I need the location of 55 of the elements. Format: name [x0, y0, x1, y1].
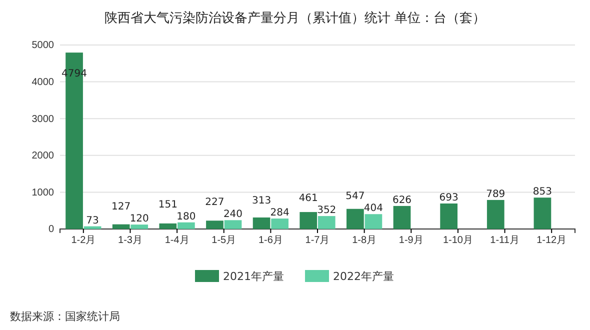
bar	[252, 217, 270, 229]
x-tick-label: 1-5月	[212, 235, 236, 246]
x-tick-label: 1-10月	[442, 235, 473, 246]
data-label: 626	[392, 194, 412, 206]
y-tick-label: 1000	[32, 187, 54, 198]
x-tick-label: 1-6月	[258, 235, 283, 246]
legend-label: 2022年产量	[333, 270, 394, 283]
data-label: 461	[298, 193, 318, 204]
chart-title: 陕西省大气污染防治设备产量分月（累计值）统计 单位：台（套）	[104, 11, 486, 26]
data-label: 547	[346, 191, 365, 202]
x-tick-label: 1-2月	[71, 235, 96, 246]
bar	[364, 214, 382, 229]
data-label: 240	[223, 209, 243, 220]
y-tick-label: 3000	[32, 114, 54, 125]
data-label: 120	[130, 214, 149, 225]
data-label: 789	[486, 188, 506, 200]
x-tick-label: 1-8月	[352, 235, 377, 246]
bar	[393, 206, 411, 229]
bar	[224, 220, 242, 229]
data-label: 73	[86, 215, 99, 226]
y-tick-label: 2000	[32, 150, 54, 162]
bar	[318, 216, 336, 229]
data-label: 404	[364, 203, 383, 214]
bar	[440, 204, 458, 229]
y-tick-label: 5000	[32, 40, 54, 52]
bar	[159, 223, 177, 229]
bar	[300, 212, 318, 229]
bar	[271, 218, 288, 229]
data-label: 284	[270, 208, 290, 219]
y-tick-label: 0	[48, 224, 54, 236]
x-tick-label: 1-3月	[118, 235, 142, 246]
bar	[178, 222, 195, 229]
bar	[84, 226, 102, 229]
data-label: 151	[158, 199, 178, 210]
data-label: 180	[176, 211, 196, 222]
data-label: 693	[439, 192, 458, 204]
bar	[534, 198, 552, 229]
x-tick-label: 1-11月	[490, 235, 520, 246]
data-label: 853	[532, 186, 552, 198]
bar	[206, 220, 224, 229]
bar	[112, 224, 130, 229]
data-label: 127	[112, 202, 131, 213]
x-tick-label: 1-4月	[164, 235, 190, 246]
y-tick-label: 4000	[32, 77, 54, 88]
x-tick-label: 1-9月	[398, 235, 424, 246]
x-tick-label: 1-12月	[536, 235, 567, 246]
bar	[346, 208, 364, 229]
bar	[486, 200, 504, 229]
source-note: 数据来源：国家统计局	[10, 310, 120, 323]
bar	[130, 224, 148, 229]
data-label: 352	[317, 205, 336, 216]
legend-label: 2021年产量	[223, 270, 284, 283]
data-label: 227	[205, 197, 224, 208]
x-tick-label: 1-7月	[305, 235, 330, 246]
data-label: 313	[252, 196, 272, 207]
